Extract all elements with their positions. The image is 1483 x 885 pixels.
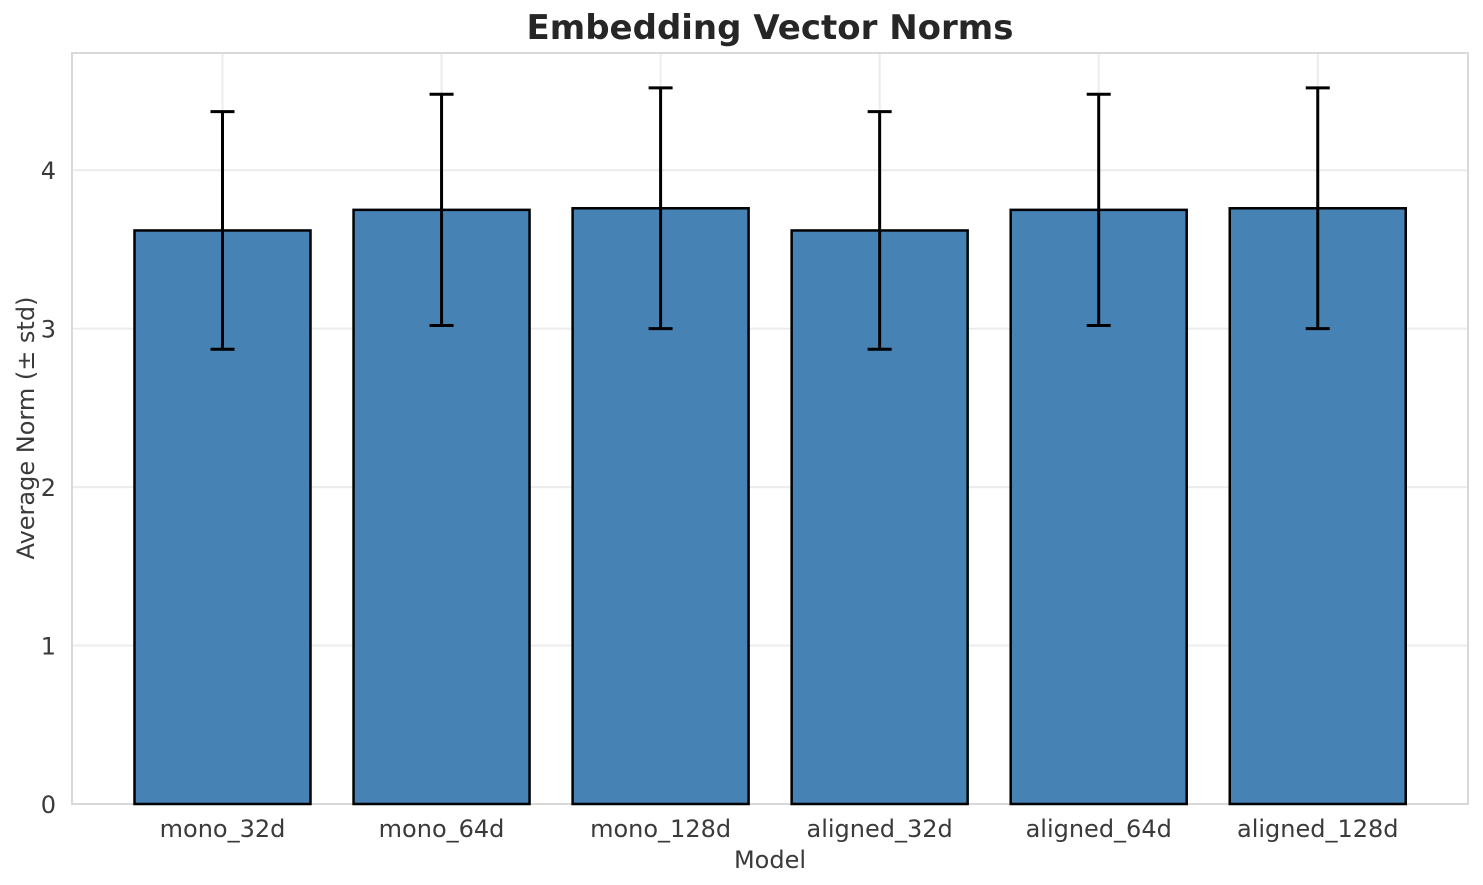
y-tick-label: 4 [41, 157, 56, 185]
y-tick-label: 3 [41, 316, 56, 344]
y-axis-label: Average Norm (± std) [12, 296, 40, 560]
bar-mono_64d [352, 208, 531, 806]
x-axis-label: Model [733, 846, 807, 874]
x-tick-label: aligned_32d [807, 815, 953, 843]
x-tick-label: mono_64d [379, 815, 505, 843]
x-tick-label: aligned_128d [1237, 815, 1399, 843]
y-tick-label: 2 [41, 474, 56, 502]
x-tick-label: mono_32d [160, 815, 286, 843]
x-tick-label: mono_128d [590, 815, 731, 843]
chart-title: Embedding Vector Norms [526, 8, 1014, 48]
axes-spines [71, 52, 1469, 805]
y-tick-label: 0 [41, 791, 56, 819]
y-tick-label: 1 [41, 633, 56, 661]
x-tick-label: aligned_64d [1026, 815, 1172, 843]
